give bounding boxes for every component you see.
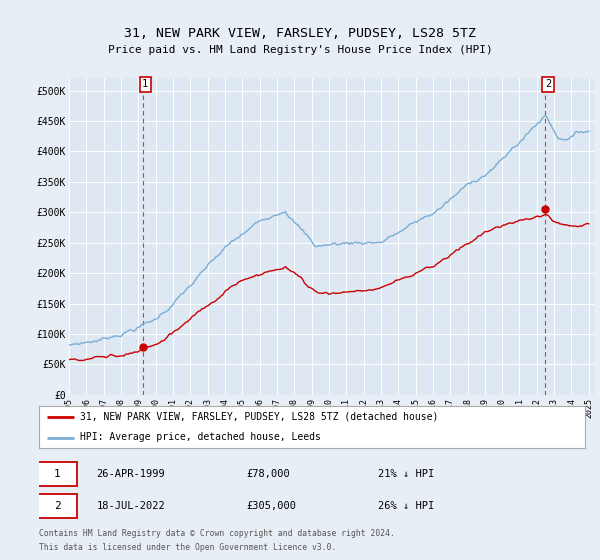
Text: 21% ↓ HPI: 21% ↓ HPI	[377, 469, 434, 479]
Text: 18-JUL-2022: 18-JUL-2022	[97, 501, 165, 511]
Text: 26-APR-1999: 26-APR-1999	[97, 469, 165, 479]
Text: 1: 1	[142, 80, 148, 90]
Text: £78,000: £78,000	[247, 469, 290, 479]
Text: 31, NEW PARK VIEW, FARSLEY, PUDSEY, LS28 5TZ (detached house): 31, NEW PARK VIEW, FARSLEY, PUDSEY, LS28…	[80, 412, 439, 422]
Text: 2: 2	[545, 80, 551, 90]
Text: This data is licensed under the Open Government Licence v3.0.: This data is licensed under the Open Gov…	[39, 543, 337, 552]
Text: 31, NEW PARK VIEW, FARSLEY, PUDSEY, LS28 5TZ: 31, NEW PARK VIEW, FARSLEY, PUDSEY, LS28…	[124, 27, 476, 40]
Text: £305,000: £305,000	[247, 501, 296, 511]
Text: 2: 2	[53, 501, 61, 511]
FancyBboxPatch shape	[36, 494, 77, 518]
Text: 1: 1	[53, 469, 61, 479]
Text: 26% ↓ HPI: 26% ↓ HPI	[377, 501, 434, 511]
Text: HPI: Average price, detached house, Leeds: HPI: Average price, detached house, Leed…	[80, 432, 321, 442]
Text: Price paid vs. HM Land Registry's House Price Index (HPI): Price paid vs. HM Land Registry's House …	[107, 45, 493, 55]
FancyBboxPatch shape	[36, 462, 77, 486]
Text: Contains HM Land Registry data © Crown copyright and database right 2024.: Contains HM Land Registry data © Crown c…	[39, 529, 395, 538]
